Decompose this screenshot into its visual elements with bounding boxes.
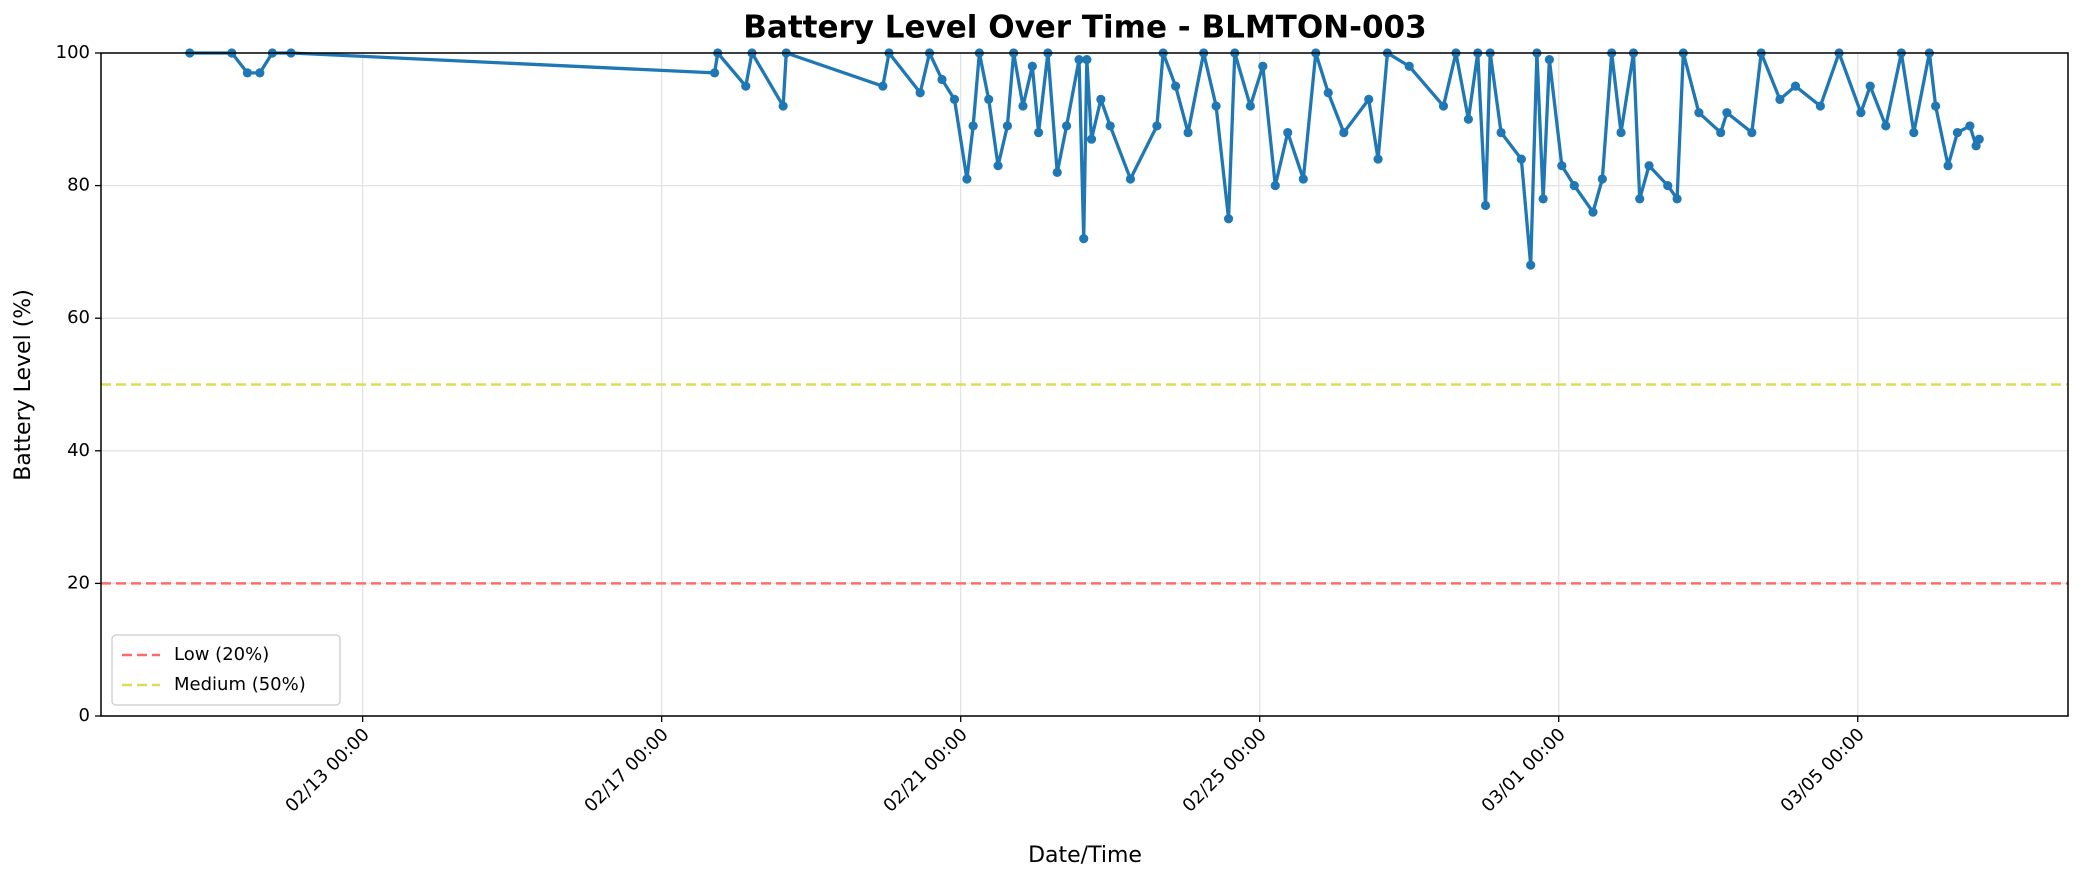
data-point [1597,174,1607,184]
x-tick-label: 02/25 00:00 [1179,724,1271,816]
data-point [1438,101,1449,111]
data-point [1663,181,1673,191]
data-line [189,51,1981,267]
data-point [1018,101,1028,111]
x-tick-label: 02/13 00:00 [281,724,373,816]
data-point [1722,108,1732,118]
data-point [255,68,265,78]
data-point [1074,55,1084,65]
data-point [1815,101,1825,111]
data-point [1616,127,1626,138]
data-point [1096,94,1106,105]
data-point [1086,134,1097,144]
legend-box [111,634,341,706]
data-point [915,88,925,98]
data-point [1171,81,1181,91]
data-point [1538,194,1548,204]
data-point [1672,194,1682,204]
data-point [1588,207,1598,217]
data-point [1865,81,1875,91]
data-point [1931,101,1941,111]
data-point [1544,55,1554,65]
data-point [878,81,888,91]
data-point [1526,260,1536,270]
data-point [1557,161,1567,171]
data-point [1694,108,1704,118]
data-point [1223,214,1234,224]
data-point [993,161,1003,171]
data-point [1211,101,1221,111]
legend: Low (20%) Medium (50%) [111,634,341,706]
data-point [1881,121,1891,131]
data-point [1125,174,1136,184]
data-point [1974,134,1984,144]
data-point [1052,167,1062,177]
data-point [1027,61,1037,71]
data-point [1105,121,1115,131]
data-point [242,68,252,78]
data-point [1747,127,1757,138]
data-point [1061,121,1072,131]
data-point [1033,127,1044,138]
data-point [1283,127,1293,138]
data-point [1480,200,1491,211]
y-tick-label: 20 [67,572,90,593]
y-tick-label: 100 [56,42,90,63]
data-point [1339,127,1349,138]
data-point [778,101,788,111]
data-point [1790,81,1801,91]
data-point [1516,154,1526,164]
data-point [1404,61,1414,71]
data-point [1965,121,1975,131]
data-point [1635,194,1645,204]
data-point [1909,127,1919,138]
data-point [1270,181,1280,191]
data-point [962,174,972,184]
data-point [1183,127,1193,138]
data-point [1569,181,1579,191]
y-tick-label: 80 [67,175,90,196]
data-point [1856,108,1866,118]
data-point [1152,121,1162,131]
data-point [1245,101,1255,111]
data-point [968,121,978,131]
data-point [1496,127,1506,138]
data-point [1364,94,1374,105]
y-axis-label: Battery Level (%) [11,289,36,481]
data-point [984,94,994,105]
data-point [1943,161,1953,171]
data-point [1082,55,1092,65]
legend-label: Low (20%) [174,644,269,665]
y-tick-label: 60 [67,307,90,328]
chart-title: Battery Level Over Time - BLMTON-003 [743,10,1426,46]
data-point [741,81,751,91]
data-point [1716,127,1726,138]
data-point [1298,174,1308,184]
x-tick-label: 02/21 00:00 [880,724,972,816]
legend-label: Medium (50%) [174,674,306,695]
x-axis-label: Date/Time [1028,843,1142,868]
plot-frame [100,52,2069,717]
data-point [1463,114,1473,124]
data-point [710,68,720,78]
data-point [1258,61,1268,71]
data-point [937,74,947,85]
data-point [1373,154,1383,164]
data-point [1002,121,1013,131]
data-point [1323,88,1333,98]
y-tick-label: 0 [79,705,90,726]
x-tick-label: 02/17 00:00 [580,724,672,816]
data-point [1644,161,1654,171]
data-point [1952,127,1963,138]
y-tick-label: 40 [67,440,90,461]
data-point [949,94,960,105]
x-tick-label: 03/01 00:00 [1478,724,1570,816]
x-tick-label: 03/05 00:00 [1777,724,1869,816]
data-point [1775,94,1785,105]
data-point [1079,234,1089,244]
